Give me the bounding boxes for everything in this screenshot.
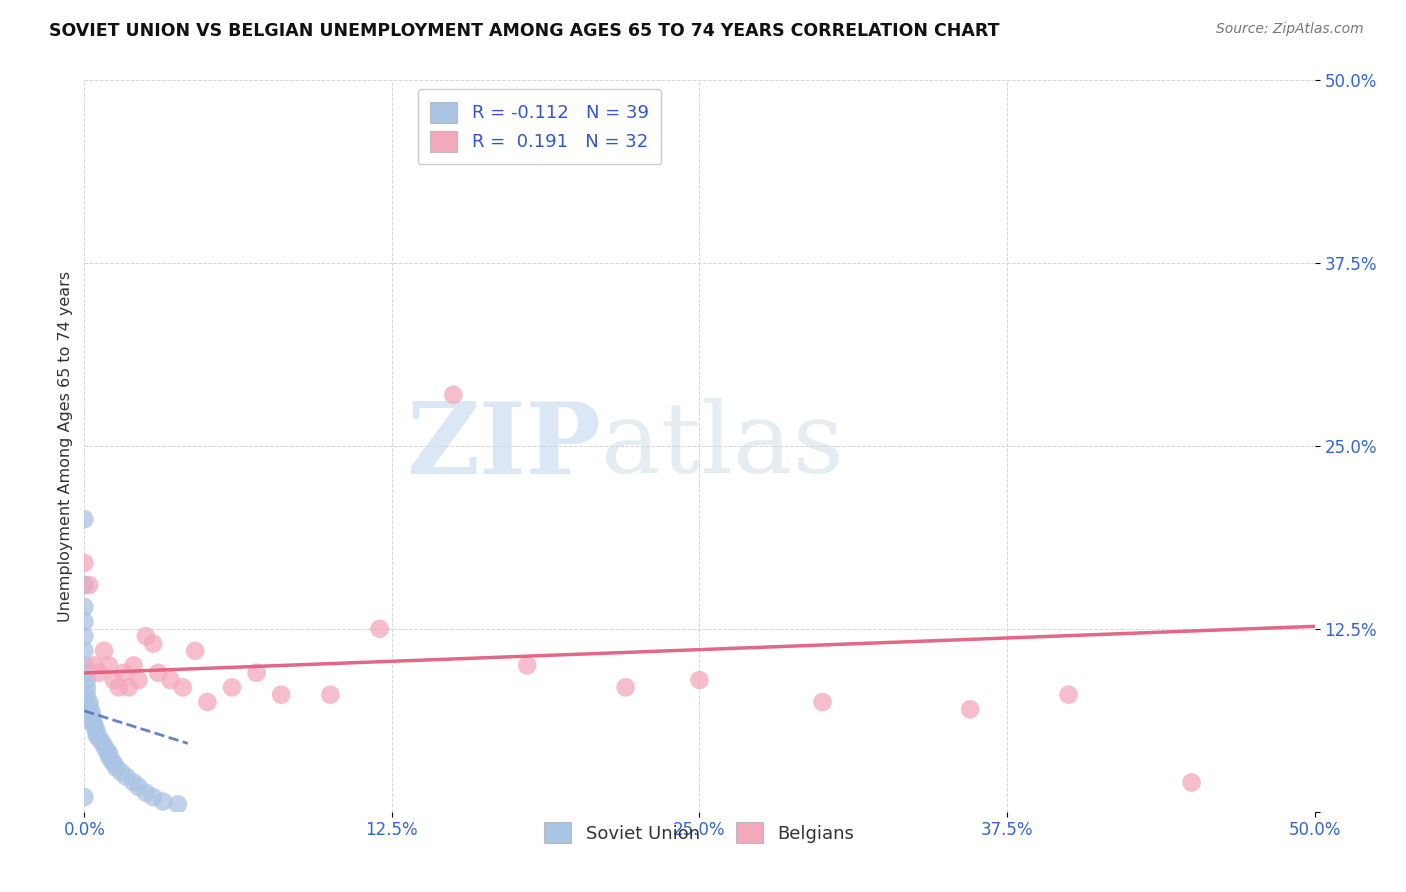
Point <box>142 790 165 805</box>
Point <box>73 556 96 570</box>
Point <box>100 754 122 768</box>
Point <box>80 705 103 719</box>
Point <box>122 775 145 789</box>
Point <box>103 673 125 687</box>
Text: atlas: atlas <box>602 398 844 494</box>
Point <box>1057 688 1080 702</box>
Legend: Soviet Union, Belgians: Soviet Union, Belgians <box>537 815 862 850</box>
Point <box>73 578 96 592</box>
Point <box>73 629 96 643</box>
Point <box>516 658 538 673</box>
Point <box>122 658 145 673</box>
Point <box>73 615 96 629</box>
Point <box>148 665 170 680</box>
Point <box>73 512 96 526</box>
Point <box>110 765 132 780</box>
Point <box>270 688 292 702</box>
Point <box>152 795 174 809</box>
Point <box>83 658 105 673</box>
Point <box>246 665 269 680</box>
Point <box>221 681 243 695</box>
Point <box>811 695 834 709</box>
Point <box>135 629 157 643</box>
Point <box>80 714 103 728</box>
Point <box>73 658 96 673</box>
Point <box>83 720 105 734</box>
Point <box>76 688 98 702</box>
Point <box>108 681 131 695</box>
Point <box>73 665 96 680</box>
Point <box>128 780 150 794</box>
Point <box>83 717 105 731</box>
Y-axis label: Unemployment Among Ages 65 to 74 years: Unemployment Among Ages 65 to 74 years <box>58 270 73 622</box>
Point <box>98 658 120 673</box>
Point <box>93 644 115 658</box>
Point <box>197 695 219 709</box>
Point <box>443 388 465 402</box>
Point <box>86 724 108 739</box>
Text: SOVIET UNION VS BELGIAN UNEMPLOYMENT AMONG AGES 65 TO 74 YEARS CORRELATION CHART: SOVIET UNION VS BELGIAN UNEMPLOYMENT AMO… <box>49 22 1000 40</box>
Point <box>1181 775 1204 789</box>
Point <box>79 699 101 714</box>
Point <box>135 786 157 800</box>
Point <box>93 739 115 753</box>
Point <box>79 695 101 709</box>
Point <box>142 636 165 650</box>
Text: ZIP: ZIP <box>406 398 602 494</box>
Point <box>79 578 101 592</box>
Point <box>172 681 194 695</box>
Point <box>115 770 138 784</box>
Text: Source: ZipAtlas.com: Source: ZipAtlas.com <box>1216 22 1364 37</box>
Point <box>103 756 125 771</box>
Point <box>319 688 342 702</box>
Point <box>128 673 150 687</box>
Point <box>96 743 118 757</box>
Point <box>73 599 96 614</box>
Point <box>76 673 98 687</box>
Point <box>689 673 711 687</box>
Point <box>98 746 120 760</box>
Point <box>87 665 111 680</box>
Point <box>87 731 111 746</box>
Point <box>73 790 96 805</box>
Point <box>118 681 141 695</box>
Point <box>90 734 112 748</box>
Point <box>184 644 207 658</box>
Point <box>614 681 637 695</box>
Point <box>112 665 135 680</box>
Point <box>368 622 391 636</box>
Point <box>159 673 181 687</box>
Point <box>73 578 96 592</box>
Point <box>166 797 188 812</box>
Point <box>98 749 120 764</box>
Point <box>86 729 108 743</box>
Point <box>959 702 981 716</box>
Point <box>80 709 103 723</box>
Point <box>105 761 128 775</box>
Point <box>73 644 96 658</box>
Point <box>76 681 98 695</box>
